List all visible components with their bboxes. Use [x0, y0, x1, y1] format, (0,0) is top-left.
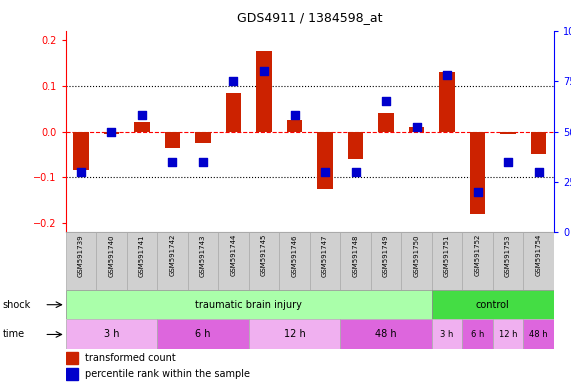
Text: GSM591741: GSM591741 — [139, 234, 145, 276]
Bar — [218, 232, 249, 290]
Text: 3 h: 3 h — [440, 330, 454, 339]
Point — [138, 112, 147, 118]
Bar — [309, 232, 340, 290]
Bar — [493, 319, 524, 349]
Bar — [195, 131, 211, 143]
Bar — [73, 131, 89, 170]
Bar — [500, 131, 516, 134]
Bar — [440, 72, 455, 131]
Point — [473, 189, 482, 195]
Text: 12 h: 12 h — [499, 330, 517, 339]
Bar — [287, 120, 302, 131]
Bar — [470, 131, 485, 214]
Bar — [249, 319, 340, 349]
Bar — [226, 93, 241, 131]
Text: 3 h: 3 h — [104, 329, 119, 339]
Point — [381, 98, 391, 104]
Bar — [104, 131, 119, 134]
Text: GSM591744: GSM591744 — [231, 234, 236, 276]
Text: 48 h: 48 h — [375, 329, 397, 339]
Text: time: time — [3, 329, 25, 339]
Point — [534, 169, 543, 175]
Bar — [371, 232, 401, 290]
Point — [107, 128, 116, 135]
Bar — [157, 232, 188, 290]
Point — [77, 169, 86, 175]
Bar — [432, 290, 554, 319]
Text: GSM591739: GSM591739 — [78, 234, 84, 277]
Bar — [165, 131, 180, 147]
Text: 6 h: 6 h — [471, 330, 484, 339]
Bar — [96, 232, 127, 290]
Bar — [463, 232, 493, 290]
Bar — [463, 319, 493, 349]
Point — [320, 169, 329, 175]
Text: GSM591753: GSM591753 — [505, 234, 511, 276]
Bar — [401, 232, 432, 290]
Bar — [279, 232, 309, 290]
Bar — [66, 352, 78, 364]
Point — [259, 68, 268, 74]
Point — [290, 112, 299, 118]
Bar — [409, 127, 424, 131]
Text: traumatic brain injury: traumatic brain injury — [195, 300, 302, 310]
Bar — [256, 51, 272, 131]
Text: control: control — [476, 300, 510, 310]
Text: 6 h: 6 h — [195, 329, 211, 339]
Bar — [432, 319, 463, 349]
Text: percentile rank within the sample: percentile rank within the sample — [85, 369, 250, 379]
Bar — [531, 131, 546, 154]
Text: GSM591740: GSM591740 — [108, 234, 114, 276]
Text: GSM591752: GSM591752 — [475, 234, 481, 276]
Text: GSM591745: GSM591745 — [261, 234, 267, 276]
Text: 48 h: 48 h — [529, 330, 548, 339]
Point — [198, 159, 207, 165]
Text: GSM591743: GSM591743 — [200, 234, 206, 276]
Text: 12 h: 12 h — [284, 329, 305, 339]
Text: GSM591748: GSM591748 — [352, 234, 359, 276]
Bar — [348, 131, 363, 159]
Point — [229, 78, 238, 84]
Bar — [134, 122, 150, 131]
Bar — [524, 319, 554, 349]
Text: GSM591754: GSM591754 — [536, 234, 542, 276]
Text: GSM591750: GSM591750 — [413, 234, 420, 276]
Text: GSM591747: GSM591747 — [322, 234, 328, 276]
Bar — [66, 319, 157, 349]
Bar — [127, 232, 157, 290]
Bar — [524, 232, 554, 290]
Point — [412, 124, 421, 131]
Bar — [66, 232, 96, 290]
Text: GSM591746: GSM591746 — [292, 234, 297, 276]
Point — [168, 159, 177, 165]
Text: GSM591749: GSM591749 — [383, 234, 389, 276]
Bar — [317, 131, 333, 189]
Text: GDS4911 / 1384598_at: GDS4911 / 1384598_at — [237, 12, 383, 25]
Bar — [66, 290, 432, 319]
Text: GSM591751: GSM591751 — [444, 234, 450, 276]
Point — [351, 169, 360, 175]
Bar — [188, 232, 218, 290]
Bar — [157, 319, 249, 349]
Point — [504, 159, 513, 165]
Bar — [340, 232, 371, 290]
Bar — [493, 232, 524, 290]
Text: transformed count: transformed count — [85, 353, 176, 363]
Text: shock: shock — [3, 300, 31, 310]
Bar — [379, 113, 393, 131]
Point — [443, 72, 452, 78]
Bar — [66, 368, 78, 381]
Bar — [432, 232, 463, 290]
Text: GSM591742: GSM591742 — [170, 234, 175, 276]
Bar — [340, 319, 432, 349]
Bar — [249, 232, 279, 290]
